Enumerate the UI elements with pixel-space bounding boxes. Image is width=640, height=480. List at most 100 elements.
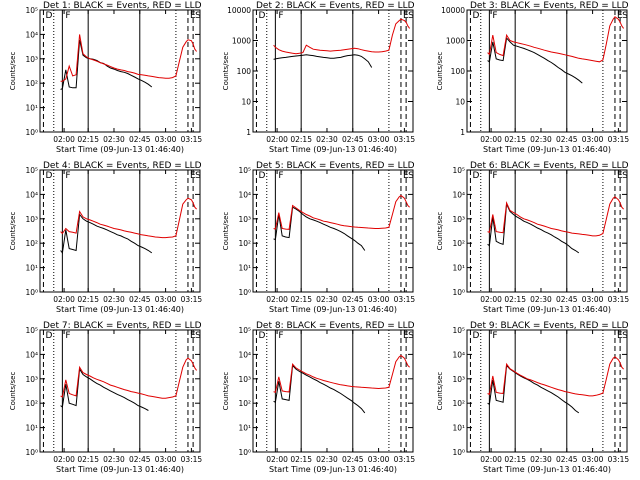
y-tick-label: 10: [455, 98, 465, 107]
y-tick-label: 10⁰: [25, 288, 38, 297]
flag-label: D: [472, 171, 479, 181]
x-tick-label: 02:15: [77, 455, 99, 464]
events-series-line: [60, 213, 153, 255]
y-tick-label: 10²: [452, 399, 465, 408]
y-axis-label: Counts/sec: [222, 212, 230, 251]
y-tick-label: 10: [241, 98, 251, 107]
y-tick-label: 100: [237, 67, 252, 76]
flag-label: D: [258, 171, 265, 181]
chart-title: Det 5: BLACK = Events, RED = LLD: [256, 161, 415, 171]
x-tick-label: 02:15: [290, 135, 312, 144]
x-tick-label: 02:30: [530, 295, 552, 304]
y-tick-label: 1: [460, 128, 465, 137]
y-tick-label: 10⁴: [452, 350, 465, 359]
y-tick-label: 10¹: [238, 264, 251, 273]
flag-label: E: [190, 11, 196, 21]
y-tick-label: 10³: [238, 375, 251, 384]
x-tick-label: 03:00: [155, 135, 177, 144]
events-series-line: [487, 36, 583, 84]
x-tick-label: 02:15: [504, 135, 526, 144]
flag-label: D: [472, 11, 479, 21]
flag-label: D: [472, 331, 479, 341]
flag-label: D: [45, 11, 52, 21]
y-tick-label: 10⁵: [452, 326, 465, 335]
y-tick-label: 10⁵: [25, 326, 38, 335]
y-tick-label: 10¹: [25, 104, 38, 113]
x-tick-label: 02:00: [53, 455, 75, 464]
chart-title: Det 9: BLACK = Events, RED = LLD: [470, 321, 629, 331]
x-tick-label: 02:45: [342, 455, 364, 464]
flag-label: S: [408, 11, 414, 21]
lld-series-line: [60, 357, 198, 399]
y-axis-label: Counts/sec: [436, 212, 444, 251]
x-tick-label: 03:00: [155, 455, 177, 464]
x-tick-label: 02:30: [316, 455, 338, 464]
y-tick-label: 10³: [452, 375, 465, 384]
x-tick-label: 03:00: [368, 295, 390, 304]
x-tick-label: 02:15: [290, 295, 312, 304]
x-tick-label: 02:30: [103, 135, 125, 144]
y-tick-label: 10⁰: [25, 128, 38, 137]
x-tick-label: 02:15: [504, 455, 526, 464]
x-tick-label: 02:00: [480, 455, 502, 464]
x-axis-label: Start Time (09-Jun-13 01:46:40): [56, 145, 184, 154]
flag-label: F: [278, 11, 283, 21]
events-series-line: [487, 202, 580, 254]
plot-frame: [252, 329, 414, 453]
y-tick-label: 10⁵: [238, 166, 251, 175]
y-tick-label: 10000: [227, 6, 251, 15]
x-tick-label: 02:15: [504, 295, 526, 304]
lld-series-line: [273, 354, 410, 393]
chart-title: Det 4: BLACK = Events, RED = LLD: [43, 161, 202, 171]
y-tick-label: 10⁰: [452, 288, 465, 297]
lld-series-line: [487, 196, 624, 237]
x-tick-label: 02:00: [266, 455, 288, 464]
plot-frame: [39, 169, 201, 293]
flag-label: S: [408, 331, 414, 341]
y-axis-label: Counts/sec: [9, 212, 17, 251]
x-tick-label: 02:45: [129, 455, 151, 464]
plot-frame: [252, 169, 414, 293]
flag-label: S: [622, 331, 628, 341]
flag-label: S: [195, 331, 201, 341]
x-tick-label: 02:15: [77, 295, 99, 304]
x-tick-label: 02:00: [53, 295, 75, 304]
y-tick-label: 10¹: [25, 264, 38, 273]
y-tick-label: 10¹: [238, 424, 251, 433]
flag-label: D: [45, 331, 52, 341]
y-tick-label: 10²: [452, 239, 465, 248]
y-tick-label: 10¹: [452, 264, 465, 273]
x-tick-label: 03:15: [394, 295, 416, 304]
y-tick-label: 1000: [446, 37, 465, 46]
y-tick-label: 10¹: [452, 424, 465, 433]
flag-label: F: [492, 171, 497, 181]
x-axis-label: Start Time (09-Jun-13 01:46:40): [269, 305, 397, 314]
events-series-line: [273, 54, 373, 68]
y-axis-label: Counts/sec: [222, 372, 230, 411]
chart-title: Det 8: BLACK = Events, RED = LLD: [256, 321, 415, 331]
y-tick-label: 10⁵: [238, 326, 251, 335]
flag-label: F: [65, 331, 70, 341]
flag-label: F: [278, 171, 283, 181]
y-axis-label: Counts/sec: [222, 52, 230, 91]
x-tick-label: 03:15: [608, 295, 630, 304]
flag-label: D: [45, 171, 52, 181]
x-tick-label: 02:45: [342, 295, 364, 304]
y-tick-label: 10³: [452, 215, 465, 224]
x-axis-label: Start Time (09-Jun-13 01:46:40): [269, 145, 397, 154]
events-series-line: [273, 364, 366, 414]
flag-label: E: [403, 331, 409, 341]
flag-label: E: [617, 11, 623, 21]
plot-frame: [466, 169, 628, 293]
y-tick-label: 10²: [25, 399, 38, 408]
x-axis-label: Start Time (09-Jun-13 01:46:40): [56, 305, 184, 314]
y-axis-label: Counts/sec: [436, 52, 444, 91]
y-tick-label: 10⁴: [25, 350, 38, 359]
x-tick-label: 02:30: [316, 135, 338, 144]
flag-label: S: [195, 11, 201, 21]
flag-label: F: [65, 11, 70, 21]
flag-label: E: [190, 331, 196, 341]
